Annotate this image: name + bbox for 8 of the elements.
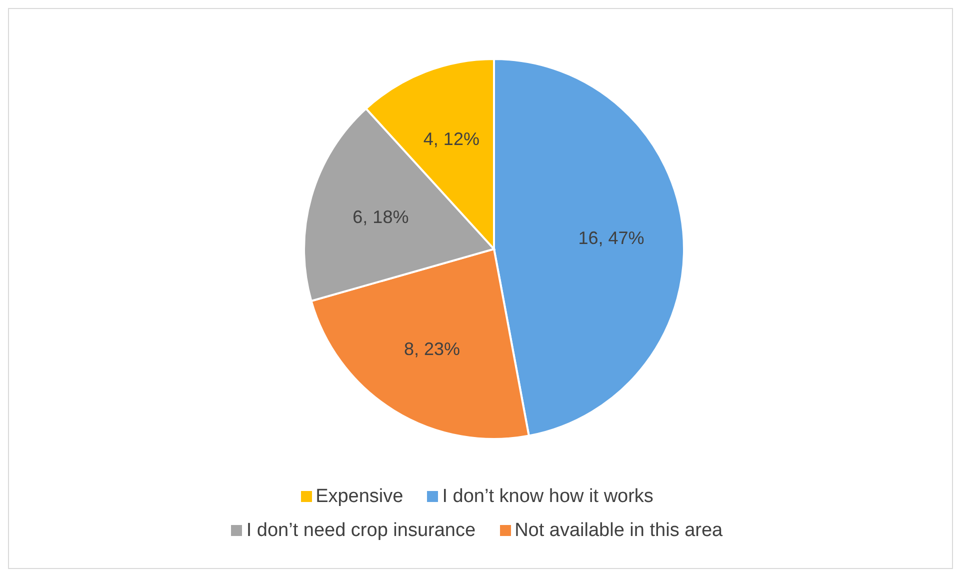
data-label: 16, 47% (578, 228, 644, 248)
legend-label: I don’t know how it works (442, 486, 654, 507)
legend-label: Expensive (316, 486, 404, 507)
data-label: 6, 18% (352, 206, 409, 227)
data-label: 8, 23% (404, 339, 460, 360)
legend-label: I don’t need crop insurance (246, 520, 476, 541)
legend-label: Not available in this area (514, 520, 723, 541)
data-label: 4, 12% (423, 129, 480, 150)
